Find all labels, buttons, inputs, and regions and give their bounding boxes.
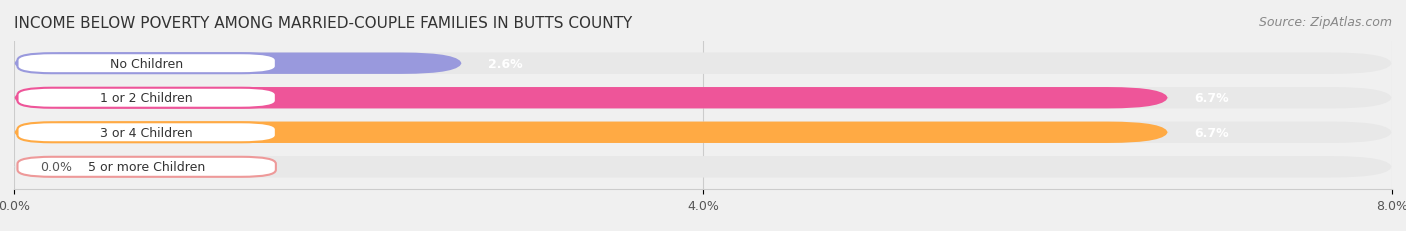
FancyBboxPatch shape <box>14 88 1392 109</box>
Text: 6.7%: 6.7% <box>1194 126 1229 139</box>
FancyBboxPatch shape <box>17 88 276 108</box>
FancyBboxPatch shape <box>14 88 1168 109</box>
Text: INCOME BELOW POVERTY AMONG MARRIED-COUPLE FAMILIES IN BUTTS COUNTY: INCOME BELOW POVERTY AMONG MARRIED-COUPL… <box>14 16 633 31</box>
FancyBboxPatch shape <box>14 53 463 75</box>
FancyBboxPatch shape <box>17 157 276 177</box>
FancyBboxPatch shape <box>14 156 1392 178</box>
Text: 0.0%: 0.0% <box>39 161 72 173</box>
Text: Source: ZipAtlas.com: Source: ZipAtlas.com <box>1258 16 1392 29</box>
Text: 6.7%: 6.7% <box>1194 92 1229 105</box>
Text: 2.6%: 2.6% <box>488 58 523 70</box>
FancyBboxPatch shape <box>14 122 1168 143</box>
FancyBboxPatch shape <box>17 54 276 74</box>
Text: 3 or 4 Children: 3 or 4 Children <box>100 126 193 139</box>
FancyBboxPatch shape <box>14 122 1392 143</box>
FancyBboxPatch shape <box>14 53 1392 75</box>
Text: 5 or more Children: 5 or more Children <box>89 161 205 173</box>
FancyBboxPatch shape <box>17 123 276 143</box>
Text: No Children: No Children <box>110 58 183 70</box>
Text: 1 or 2 Children: 1 or 2 Children <box>100 92 193 105</box>
